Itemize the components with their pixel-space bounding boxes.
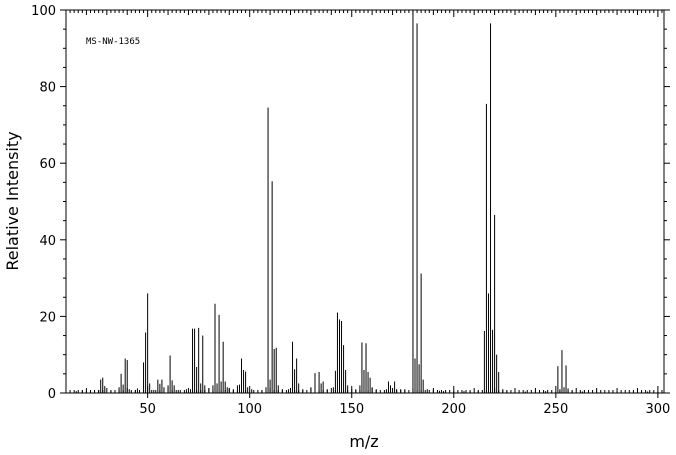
x-tick-label: 200 — [441, 402, 466, 417]
y-tick-label: 60 — [39, 157, 56, 172]
y-tick-label: 20 — [39, 310, 56, 325]
y-tick-label: 100 — [31, 4, 56, 19]
x-tick-label: 100 — [237, 402, 262, 417]
y-axis-ticks: 0 20 40 60 80 100 — [31, 4, 670, 402]
chart-annotation: MS-NW-1365 — [86, 37, 140, 47]
y-tick-label: 80 — [39, 81, 56, 96]
plot-frame — [65, 9, 665, 394]
y-tick-label: 0 — [48, 387, 56, 402]
x-axis-title: m/z — [349, 432, 378, 451]
x-axis-ticks: 50 100 150 200 250 300 — [139, 393, 670, 417]
x-tick-label: 250 — [543, 402, 568, 417]
x-minor-ticks — [65, 10, 663, 393]
x-tick-label: 150 — [339, 402, 364, 417]
x-tick-label: 300 — [645, 402, 670, 417]
y-tick-label: 40 — [39, 234, 56, 249]
x-tick-label: 50 — [139, 402, 156, 417]
y-axis-title: Relative Intensity — [3, 131, 22, 270]
spectrum-peaks — [75, 10, 659, 393]
